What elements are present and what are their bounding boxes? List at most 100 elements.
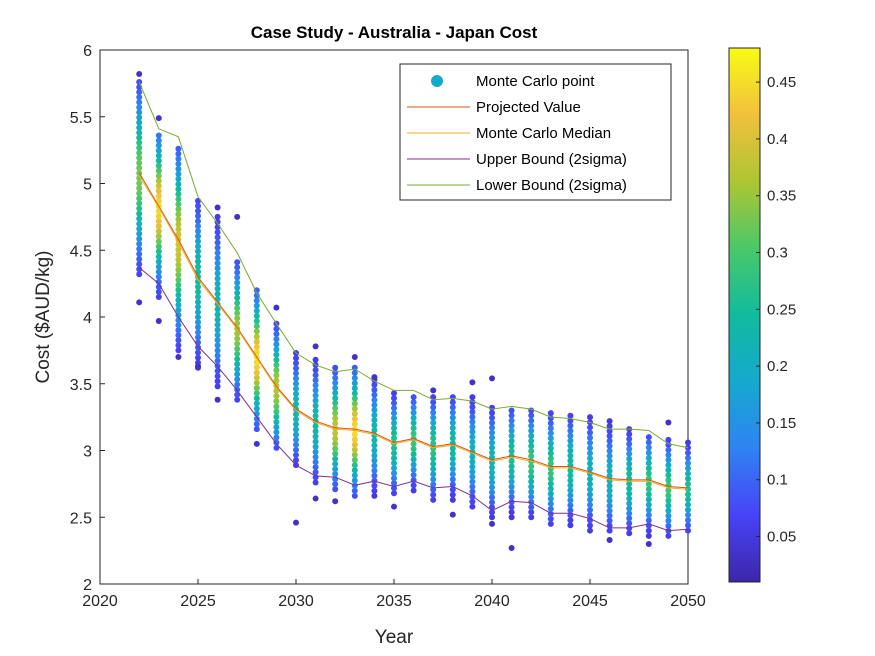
monte-carlo-point [449, 394, 456, 401]
monte-carlo-point [273, 377, 280, 384]
monte-carlo-point [567, 442, 574, 449]
monte-carlo-point [528, 463, 535, 470]
monte-carlo-point [234, 274, 241, 281]
monte-carlo-point [332, 465, 339, 472]
monte-carlo-point [371, 482, 378, 489]
monte-carlo-point [332, 455, 339, 462]
monte-carlo-point [371, 492, 378, 499]
monte-carlo-point [312, 459, 319, 466]
monte-carlo-point [253, 323, 260, 330]
monte-carlo-point [136, 299, 143, 306]
monte-carlo-point [175, 206, 182, 213]
monte-carlo-point [391, 425, 397, 432]
monte-carlo-point [136, 104, 143, 111]
monte-carlo-point [645, 465, 652, 472]
monte-carlo-point [332, 471, 339, 478]
monte-carlo-point [234, 335, 241, 342]
monte-carlo-point [587, 491, 593, 498]
y-tick-label: 3 [83, 444, 92, 461]
monte-carlo-point [293, 451, 299, 458]
y-tick-label: 6 [83, 43, 92, 60]
monte-carlo-point [391, 490, 397, 497]
monte-carlo-point [155, 258, 162, 265]
monte-carlo-point [175, 337, 182, 344]
monte-carlo-point [312, 377, 319, 384]
monte-carlo-point [645, 496, 652, 503]
monte-carlo-point [391, 400, 397, 407]
monte-carlo-point [234, 376, 241, 383]
monte-carlo-point [175, 307, 182, 314]
monte-carlo-point [214, 219, 221, 226]
monte-carlo-point [214, 332, 221, 339]
monte-carlo-point [214, 368, 221, 375]
monte-carlo-point [253, 426, 260, 433]
monte-carlo-point [567, 452, 574, 459]
monte-carlo-point [175, 354, 182, 361]
monte-carlo-point [528, 488, 535, 495]
monte-carlo-point [175, 261, 182, 268]
monte-carlo-point [332, 405, 339, 412]
monte-carlo-point [371, 412, 378, 419]
monte-carlo-point [195, 319, 201, 326]
monte-carlo-point [430, 414, 437, 421]
monte-carlo-point [567, 427, 574, 434]
monte-carlo-point [332, 450, 339, 457]
monte-carlo-point [665, 497, 672, 504]
monte-carlo-point [253, 338, 260, 345]
monte-carlo-point [155, 152, 162, 159]
monte-carlo-point [528, 453, 535, 460]
monte-carlo-point [606, 418, 613, 425]
monte-carlo-point [332, 410, 339, 417]
monte-carlo-point [410, 456, 417, 463]
monte-carlo-point [234, 345, 241, 352]
monte-carlo-point [293, 421, 299, 428]
monte-carlo-point [528, 417, 535, 424]
monte-carlo-point [293, 365, 299, 372]
monte-carlo-point [626, 515, 633, 522]
monte-carlo-point [430, 440, 437, 447]
monte-carlo-point [528, 483, 535, 490]
monte-carlo-point [665, 451, 672, 458]
monte-carlo-point [391, 410, 397, 417]
monte-carlo-point [195, 258, 201, 265]
monte-carlo-point [508, 417, 515, 424]
monte-carlo-point [195, 349, 201, 356]
monte-carlo-point [214, 234, 221, 241]
monte-carlo-point [273, 304, 280, 311]
monte-carlo-point [136, 129, 143, 136]
monte-carlo-point [508, 514, 515, 521]
x-axis: 2020 2025 2030 2035 2040 2045 2050 [82, 579, 706, 610]
monte-carlo-point [391, 470, 397, 477]
monte-carlo-point [489, 444, 495, 451]
monte-carlo-point [449, 414, 456, 421]
monte-carlo-point [195, 344, 201, 351]
monte-carlo-point [175, 327, 182, 334]
monte-carlo-point [351, 477, 358, 484]
monte-carlo-point [136, 245, 143, 252]
monte-carlo-point [312, 372, 319, 379]
monte-carlo-point [293, 441, 299, 448]
monte-carlo-point [214, 249, 221, 256]
colorbar-tick-label: 0.1 [767, 472, 788, 489]
monte-carlo-point [567, 447, 574, 454]
monte-carlo-point [430, 496, 437, 503]
monte-carlo-point [489, 469, 495, 476]
monte-carlo-point [371, 467, 378, 474]
monte-carlo-point [155, 293, 162, 300]
monte-carlo-point [234, 264, 241, 271]
monte-carlo-point [175, 231, 182, 238]
monte-carlo-point [528, 443, 535, 450]
monte-carlo-point [293, 395, 299, 402]
monte-carlo-point [391, 420, 397, 427]
monte-carlo-point [253, 364, 260, 371]
monte-carlo-point [665, 467, 672, 474]
monte-carlo-point [175, 271, 182, 278]
monte-carlo-point [587, 424, 593, 431]
monte-carlo-point [469, 473, 476, 480]
monte-carlo-point [371, 374, 378, 381]
monte-carlo-point [195, 288, 201, 295]
monte-carlo-point [214, 265, 221, 272]
monte-carlo-point [155, 177, 162, 184]
monte-carlo-point [567, 497, 574, 504]
monte-carlo-point [371, 401, 378, 408]
